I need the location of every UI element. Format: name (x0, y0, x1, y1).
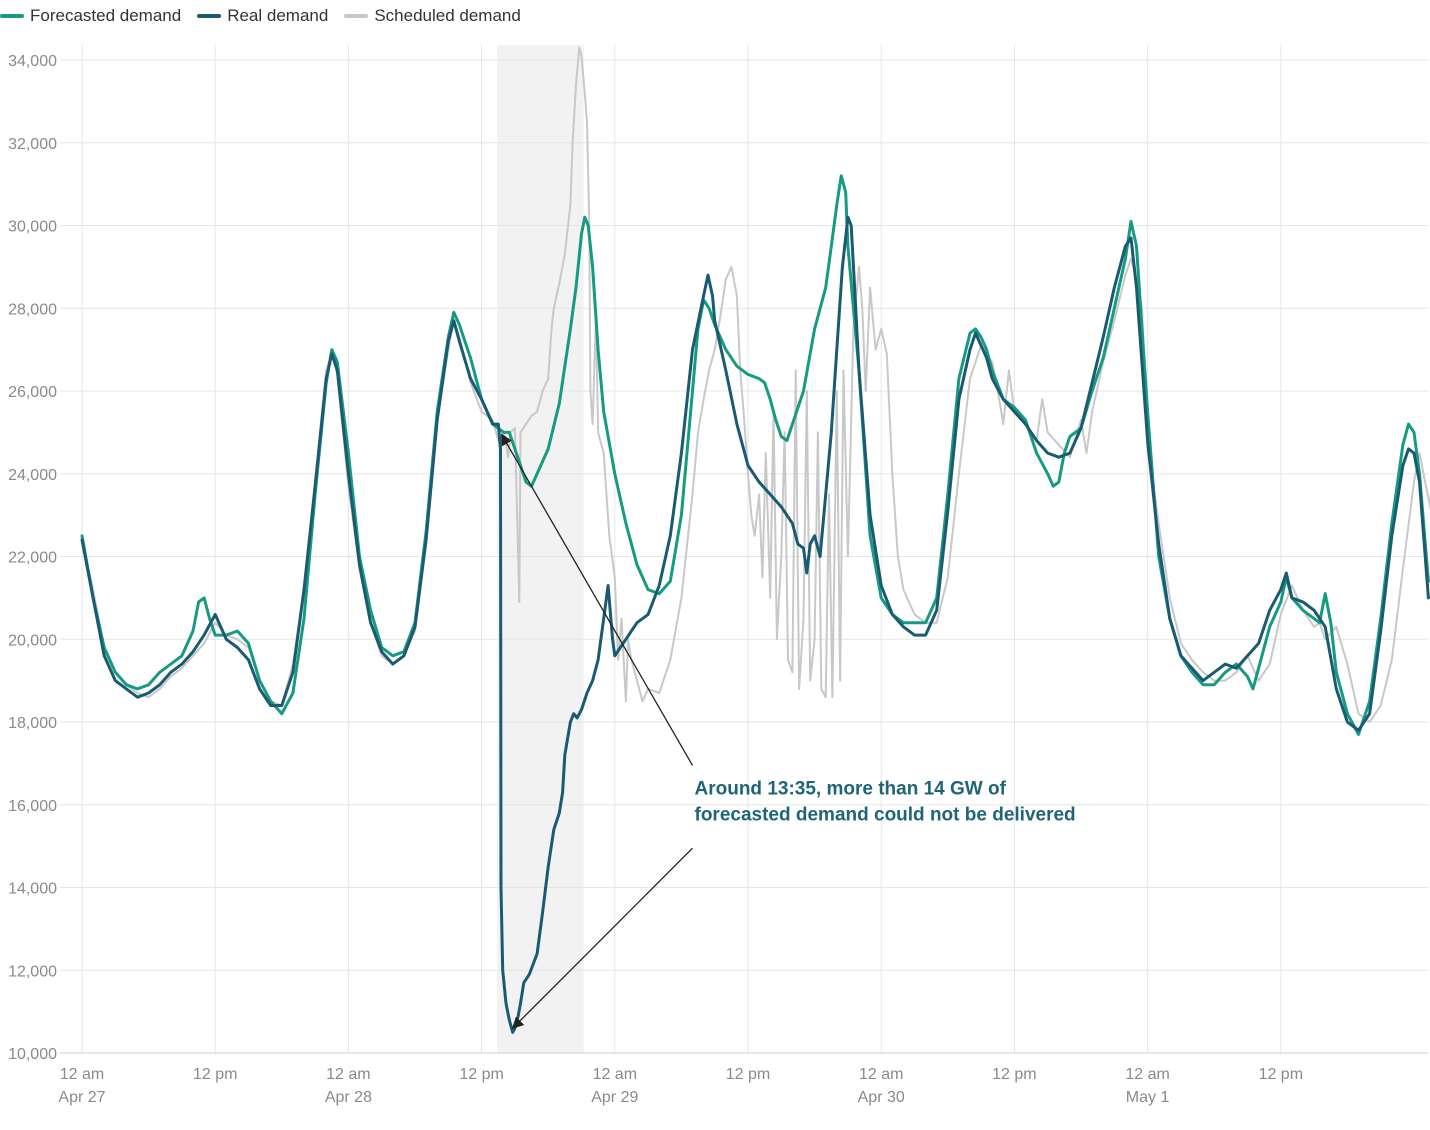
x-tick-sublabel: Apr 29 (591, 1089, 638, 1106)
x-tick-label: 12 am (859, 1066, 903, 1083)
y-tick-label: 10,000 (8, 1046, 57, 1063)
y-tick-label: 24,000 (8, 467, 57, 484)
annotation-arrow-lower (511, 847, 693, 1030)
y-tick-label: 34,000 (8, 53, 57, 70)
x-tick-label: 12 pm (193, 1066, 237, 1083)
x-tick-sublabel: Apr 27 (58, 1089, 105, 1106)
annotation-arrow-upper (500, 433, 694, 766)
y-tick-label: 30,000 (8, 219, 57, 236)
x-tick-label: 12 pm (459, 1066, 503, 1083)
legend-swatch-scheduled (344, 14, 369, 18)
y-tick-label: 18,000 (8, 715, 57, 732)
series-line-forecasted-demand (80, 174, 1430, 736)
series-line-real-demand (80, 215, 1430, 1034)
x-tick-label: 12 am (1125, 1066, 1169, 1083)
y-tick-label: 12,000 (8, 963, 57, 980)
legend-item-forecasted[interactable]: Forecasted demand (0, 6, 181, 26)
y-tick-label: 16,000 (8, 798, 57, 815)
series-line-scheduled-demand (81, 46, 1430, 723)
legend-label-scheduled: Scheduled demand (374, 6, 521, 25)
y-tick-label: 28,000 (8, 301, 57, 318)
x-tick-sublabel: Apr 28 (325, 1089, 372, 1106)
x-tick-sublabel: May 1 (1126, 1089, 1170, 1106)
x-tick-label: 12 pm (992, 1066, 1036, 1083)
y-tick-label: 20,000 (8, 632, 57, 649)
legend-item-real[interactable]: Real demand (197, 6, 328, 26)
legend: Forecasted demand Real demand Scheduled … (0, 4, 537, 28)
x-tick-label: 12 am (593, 1066, 637, 1083)
legend-swatch-forecasted (0, 14, 24, 18)
y-tick-label: 14,000 (8, 881, 57, 898)
legend-swatch-real (197, 14, 222, 18)
y-tick-label: 26,000 (8, 384, 57, 401)
annotation-text-line2: forecasted demand could not be delivered (695, 804, 1076, 825)
legend-label-real: Real demand (227, 6, 329, 25)
x-tick-label: 12 am (60, 1066, 104, 1083)
annotation-text-line1: Around 13:35, more than 14 GW of (695, 778, 1007, 799)
legend-label-forecasted: Forecasted demand (30, 6, 182, 25)
x-tick-sublabel: Apr 30 (858, 1089, 905, 1106)
x-tick-label: 12 pm (726, 1066, 770, 1083)
legend-item-scheduled[interactable]: Scheduled demand (344, 6, 521, 26)
x-tick-label: 12 am (326, 1066, 370, 1083)
x-tick-label: 12 pm (1259, 1066, 1303, 1083)
y-tick-label: 32,000 (8, 136, 57, 153)
y-tick-label: 22,000 (8, 550, 57, 567)
